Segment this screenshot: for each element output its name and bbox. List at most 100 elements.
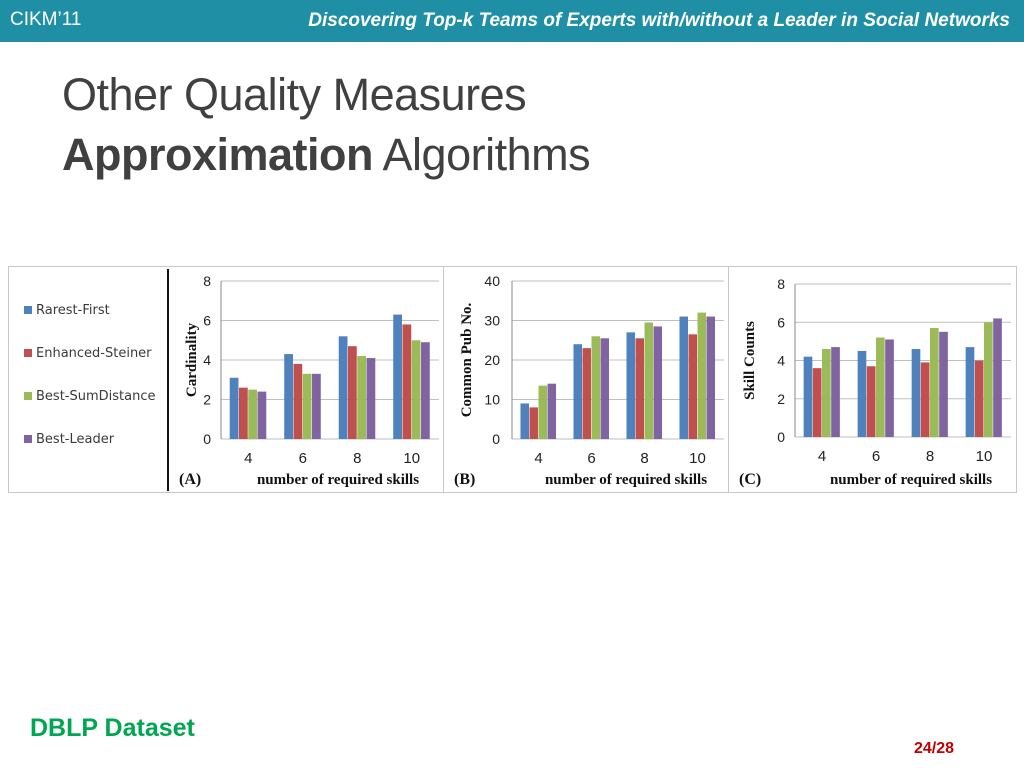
legend-label: Rarest-First <box>36 302 110 318</box>
bar <box>984 322 993 437</box>
bar <box>644 322 654 439</box>
y-tick-label: 40 <box>484 273 500 289</box>
x-axis-label: number of required skills <box>830 472 992 488</box>
y-tick-label: 10 <box>484 392 500 408</box>
panel-divider <box>728 267 729 492</box>
y-tick-label: 2 <box>777 391 785 407</box>
y-tick-label: 6 <box>203 313 211 329</box>
bar <box>547 383 557 439</box>
slide-title-line2: Approximation Algorithms <box>62 129 591 180</box>
bar <box>411 340 421 439</box>
bar <box>697 312 707 439</box>
y-axis-label: Skill Counts <box>742 321 758 400</box>
bar <box>238 387 248 439</box>
x-tick-label: 10 <box>689 450 706 467</box>
bar <box>653 326 663 439</box>
bar <box>974 360 984 437</box>
bar <box>357 356 367 439</box>
y-tick-label: 20 <box>484 352 500 368</box>
y-tick-label: 8 <box>203 273 211 289</box>
y-tick-label: 6 <box>777 314 785 330</box>
y-tick-label: 0 <box>203 431 211 447</box>
legend-swatch <box>24 349 32 357</box>
bar <box>993 318 1002 437</box>
bar <box>965 347 975 437</box>
legend-swatch <box>24 392 32 400</box>
bar <box>393 314 402 439</box>
x-tick-label: 6 <box>587 450 595 467</box>
chart-panel-a: 0 2 4 6 8 4 6 8 10 Cardinality (A) number of requir… <box>179 273 439 488</box>
bar <box>831 347 840 437</box>
x-tick-label: 4 <box>244 450 252 467</box>
bar <box>538 385 548 439</box>
bar <box>529 407 538 439</box>
bar <box>812 368 822 437</box>
legend-swatch <box>24 435 32 443</box>
x-axis-label: number of required skills <box>257 472 419 488</box>
legend-label: Enhanced-Steiner <box>36 345 152 361</box>
legend-divider <box>167 269 169 491</box>
bar <box>803 356 813 437</box>
bar <box>876 337 885 437</box>
bar <box>635 338 644 439</box>
y-axis-label: Cardinality <box>184 322 200 397</box>
slide-title-bold: Approximation <box>62 129 374 180</box>
legend-label: Best-Leader <box>36 431 115 447</box>
bar <box>402 324 412 439</box>
y-tick-label: 4 <box>777 353 785 369</box>
x-tick-label: 8 <box>353 450 361 467</box>
bar <box>930 327 939 437</box>
bar <box>600 338 610 439</box>
bar <box>866 366 876 437</box>
bar <box>347 346 357 439</box>
legend-swatch <box>24 306 32 314</box>
bar <box>421 342 430 439</box>
x-tick-label: 6 <box>299 450 307 467</box>
legend-item-best-leader: Best-Leader <box>24 431 114 447</box>
conference-name: CIKM’11 <box>10 9 82 30</box>
x-tick-label: 8 <box>640 450 648 467</box>
paper-title: Discovering Top-k Teams of Experts with/… <box>308 10 1010 31</box>
bar <box>591 336 601 439</box>
bar <box>229 377 239 439</box>
bar <box>582 348 591 439</box>
bar <box>293 363 303 439</box>
bar <box>688 334 697 439</box>
panel-label: (A) <box>179 471 201 488</box>
bar <box>284 354 293 439</box>
bar <box>857 350 867 437</box>
bar <box>706 316 716 439</box>
y-tick-label: 2 <box>203 392 211 408</box>
y-tick-label: 30 <box>484 313 500 329</box>
y-tick-label: 4 <box>203 352 211 368</box>
bar <box>520 403 529 439</box>
bar <box>573 344 582 439</box>
chart-panel-b: 0 10 20 30 40 4 6 8 10 Common Pub No. (B) number of… <box>454 273 724 488</box>
bar <box>257 391 267 439</box>
y-axis-label: Common Pub No. <box>459 302 475 417</box>
legend-item-best-sumdistance: Best-SumDistance <box>24 388 155 404</box>
bar <box>939 331 948 437</box>
bar <box>920 362 930 437</box>
y-tick-label: 0 <box>777 429 785 445</box>
x-tick-label: 6 <box>872 448 880 465</box>
bar <box>248 389 258 439</box>
legend-item-enhanced-steiner: Enhanced-Steiner <box>24 345 152 361</box>
bar <box>885 339 894 437</box>
bar <box>312 373 321 439</box>
dataset-label: DBLP Dataset <box>30 714 195 742</box>
legend-item-rarest-first: Rarest-First <box>24 302 110 318</box>
legend-label: Best-SumDistance <box>36 388 156 404</box>
page-number: 24/28 <box>914 740 955 757</box>
y-tick-label: 8 <box>777 276 785 292</box>
x-tick-label: 10 <box>403 450 420 467</box>
panel-label: (B) <box>454 471 475 488</box>
bar <box>338 336 348 439</box>
x-axis-label: number of required skills <box>545 472 707 488</box>
bar <box>679 316 688 439</box>
bar <box>911 349 921 437</box>
bar <box>366 358 376 439</box>
y-tick-label: 0 <box>492 431 500 447</box>
bar <box>626 332 635 439</box>
bar <box>302 373 312 439</box>
